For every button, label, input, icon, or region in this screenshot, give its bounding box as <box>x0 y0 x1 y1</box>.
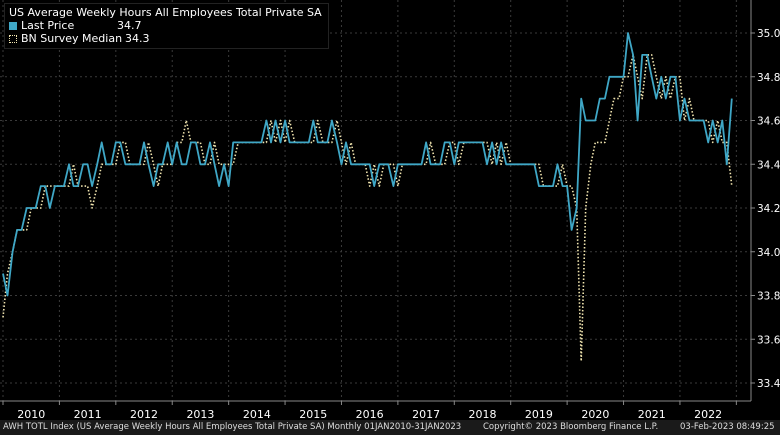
legend-value-last-price: 34.7 <box>117 19 142 32</box>
legend-item-last-price: Last Price 34.7 <box>9 19 322 32</box>
x-tick-label: 2021 <box>638 408 666 420</box>
x-tick-label: 2015 <box>299 408 327 420</box>
x-tick-label: 2020 <box>581 408 609 420</box>
y-tick-label: 33.6 <box>757 334 780 346</box>
footer-copyright: Copyright© 2023 Bloomberg Finance L.P. <box>483 422 659 432</box>
legend-label-bn-survey-median: BN Survey Median <box>21 32 123 45</box>
legend: US Average Weekly Hours All Employees To… <box>4 3 329 49</box>
legend-value-bn-survey-median: 34.3 <box>125 32 150 45</box>
y-tick-label: 35.0 <box>757 28 780 40</box>
footer-timestamp: 03-Feb-2023 08:49:25 <box>680 422 775 432</box>
x-tick-label: 2017 <box>412 408 440 420</box>
chart-title: US Average Weekly Hours All Employees To… <box>9 6 322 19</box>
x-axis: 2010 2011 2012 2013 2014 2015 2016 2017 2018 2019… <box>0 400 751 420</box>
legend-swatch-last-price <box>9 21 17 30</box>
footer-bar: AWH TOTL Index (US Average Weekly Hours … <box>0 420 780 435</box>
legend-item-bn-survey-median: BN Survey Median 34.3 <box>9 32 322 45</box>
y-tick-label: 34.2 <box>757 203 780 215</box>
legend-label-last-price: Last Price <box>21 19 75 32</box>
x-tick-label: 2013 <box>186 408 214 420</box>
y-tick-label: 34.4 <box>757 159 780 171</box>
line-chart: 35.0 34.8 34.6 34.4 34.2 34.0 33.8 33.6 33.4 201… <box>0 0 780 420</box>
gridlines <box>0 0 751 401</box>
x-tick-label: 2016 <box>356 408 384 420</box>
x-tick-label: 2012 <box>130 408 158 420</box>
series-lines <box>2 32 733 362</box>
y-tick-label: 33.4 <box>757 378 780 390</box>
legend-swatch-bn-survey-median <box>9 34 17 43</box>
series-line-last-price <box>2 32 733 297</box>
x-tick-label: 2010 <box>17 408 45 420</box>
y-tick-label: 33.8 <box>757 291 780 303</box>
footer-index-description: AWH TOTL Index (US Average Weekly Hours … <box>3 422 462 432</box>
y-axis: 35.0 34.8 34.6 34.4 34.2 34.0 33.8 33.6 33.4 <box>750 0 780 401</box>
y-tick-label: 34.6 <box>757 116 780 128</box>
x-tick-label: 2011 <box>74 408 102 420</box>
x-tick-label: 2018 <box>469 408 497 420</box>
y-tick-label: 34.8 <box>757 72 780 84</box>
x-tick-label: 2019 <box>525 408 553 420</box>
series-line-bn-survey-median <box>2 54 733 362</box>
y-tick-label: 34.0 <box>757 247 780 259</box>
x-tick-label: 2014 <box>243 408 271 420</box>
x-tick-label: 2022 <box>694 408 722 420</box>
